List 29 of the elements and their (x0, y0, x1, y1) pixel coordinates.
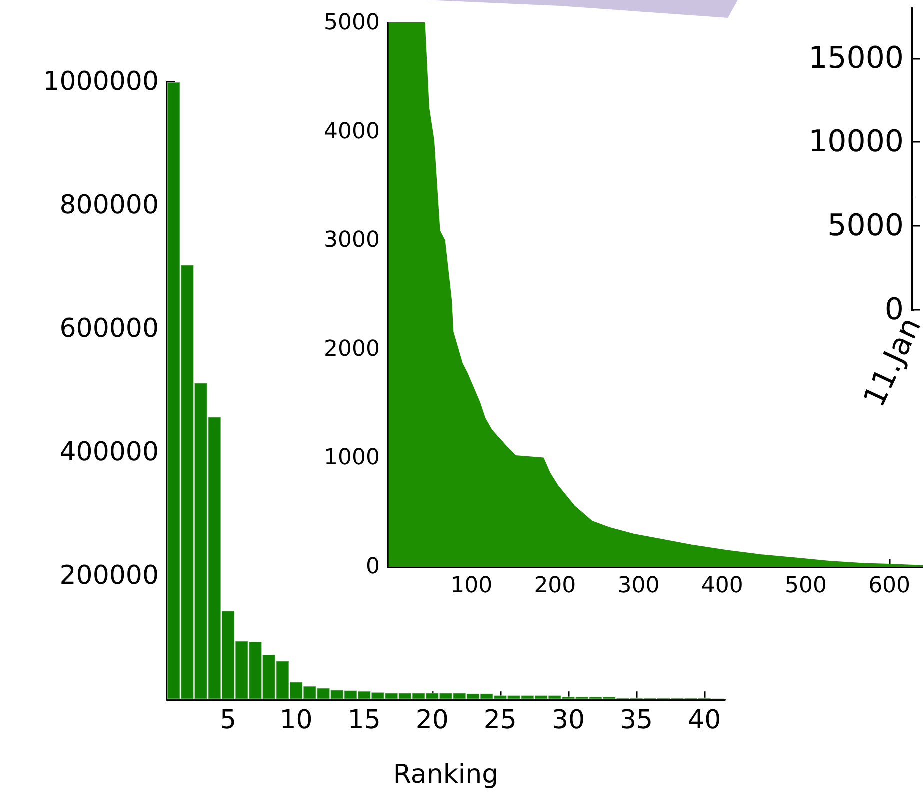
y-tick-label: 5000 (828, 208, 904, 244)
x-tick-label: 20 (416, 706, 449, 736)
y-tick-label: 400000 (60, 438, 159, 468)
y-tick-label: 0 (366, 554, 380, 580)
x-tick-label: 600 (868, 574, 911, 598)
x-tick-label: 300 (618, 574, 660, 598)
x-tick-label: 35 (620, 706, 654, 736)
y-tick-label: 3000 (324, 228, 380, 254)
y-tick-label: 200000 (60, 561, 159, 592)
x-tick-label: 500 (784, 574, 827, 598)
x-tick-label: 5 (220, 706, 237, 736)
y-tick-label: 1000000 (43, 67, 159, 97)
y-tick-label: 800000 (60, 190, 159, 221)
x-tick-label: 15 (348, 706, 381, 736)
x-tick-label: 25 (484, 706, 517, 736)
y-tick-label: 15000 (808, 40, 904, 76)
x-tick-label: 400 (701, 574, 744, 598)
x-tick-label: 200 (534, 574, 576, 598)
y-tick-label: 600000 (60, 314, 159, 344)
y-tick-label: 4000 (324, 119, 380, 144)
x-tick-label: 10 (280, 706, 313, 736)
x-tick-label: 100 (450, 574, 493, 598)
y-tick-label: 5000 (324, 10, 380, 36)
x-tick-label: 30 (552, 706, 586, 736)
y-tick-label: 1000 (324, 446, 380, 471)
y-tick-label: 10000 (808, 124, 904, 160)
x-axis-title: Ranking (393, 760, 499, 790)
y-tick-label: 2000 (324, 336, 380, 362)
x-tick-label: 40 (688, 706, 722, 736)
